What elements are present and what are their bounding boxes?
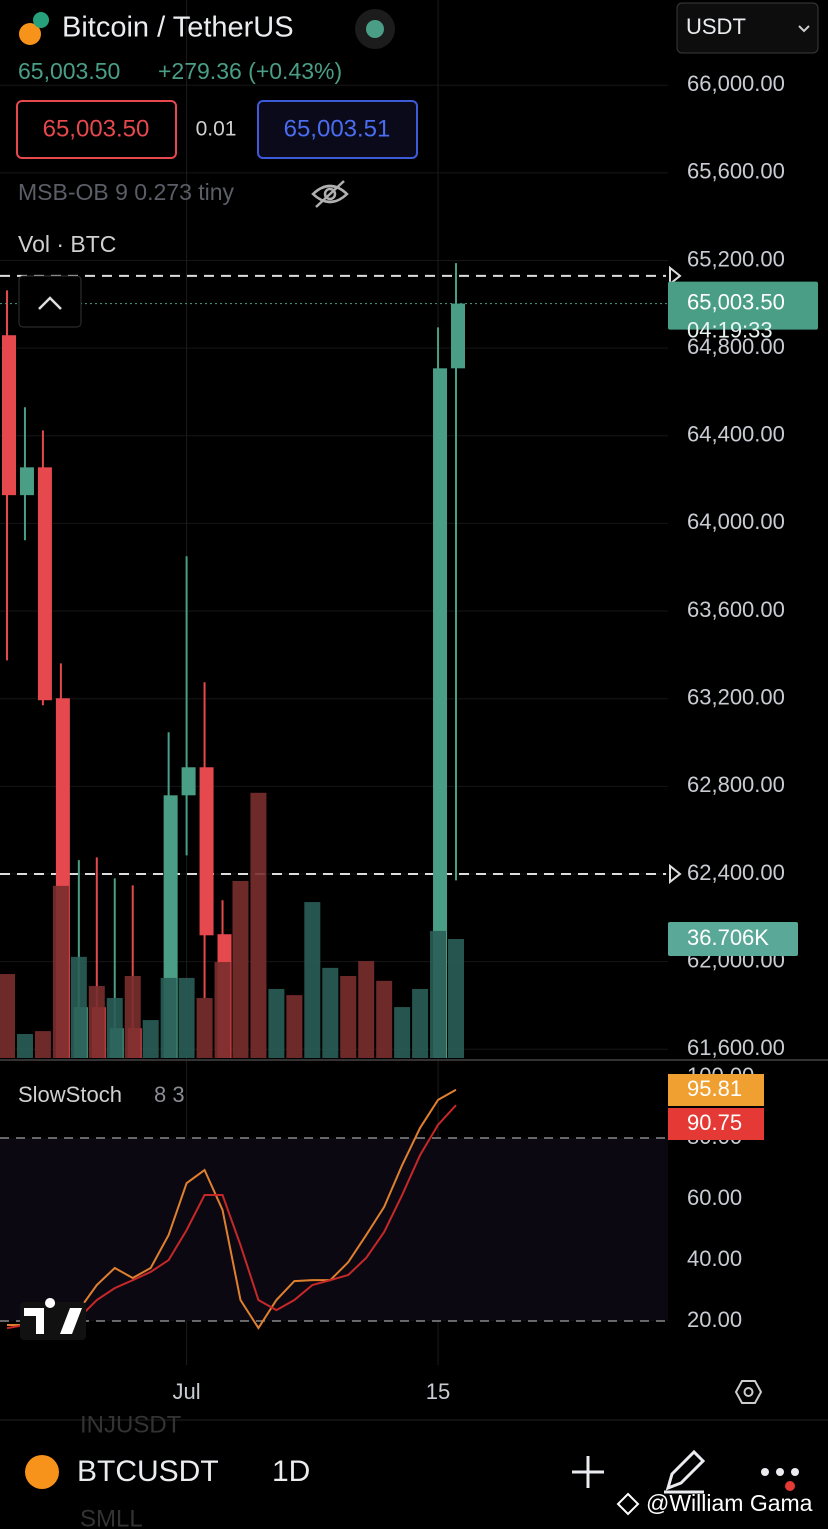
quote-text: USDT: [686, 14, 746, 39]
candle-body: [181, 767, 196, 796]
volume-bar: [232, 880, 249, 1058]
tv-logo: [20, 1298, 86, 1340]
candle-body: [2, 335, 16, 496]
spread: 0.01: [196, 118, 237, 141]
dropdown-arrow: [798, 25, 810, 33]
y-tick-label: 64,000.00: [687, 509, 785, 534]
volume-bar: [106, 998, 123, 1058]
y-tick-label: 60.00: [687, 1185, 742, 1210]
volume-bar: [178, 977, 195, 1058]
volume-bar: [196, 998, 213, 1058]
volume-bar: [88, 986, 105, 1058]
volume-bar: [70, 956, 87, 1058]
volume-bar: [412, 988, 429, 1058]
volume-bar: [142, 1020, 159, 1058]
volume-bar: [448, 938, 464, 1058]
notification-dot: [785, 1481, 795, 1491]
footer-btc-icon: [25, 1455, 59, 1489]
add-icon[interactable]: [572, 1456, 604, 1488]
list-item-above: INJUSDT: [80, 1411, 182, 1438]
volume-last-label: 36.706K: [687, 925, 769, 950]
stoch-title: SlowStoch: [18, 1082, 122, 1107]
watermark: @William Gama: [646, 1490, 813, 1516]
footer-symbol[interactable]: BTCUSDT: [77, 1455, 219, 1488]
volume-bar: [394, 1007, 411, 1058]
volume-bar: [0, 974, 15, 1058]
volume-bar: [322, 967, 339, 1058]
volume-bar: [268, 988, 285, 1058]
volume-bar: [286, 995, 303, 1058]
y-tick-label: 20.00: [687, 1307, 742, 1332]
volume-bar: [376, 980, 393, 1058]
last-price-badge: [668, 281, 818, 330]
x-tick-label: 15: [426, 1379, 450, 1404]
list-item-below: SMLL: [80, 1505, 143, 1529]
ask-price: 65,003.51: [284, 115, 391, 142]
y-tick-label: 63,200.00: [687, 685, 785, 710]
more-icon[interactable]: [761, 1468, 799, 1476]
symbol-title[interactable]: Bitcoin / TetherUS: [62, 12, 294, 44]
y-tick-label: 62,800.00: [687, 772, 785, 797]
volume-badge: [668, 921, 798, 956]
collapse-icon: [38, 296, 62, 310]
stoch-badge: [668, 1108, 764, 1140]
volume-bar: [124, 975, 141, 1058]
stoch-last-label: 90.75: [687, 1110, 742, 1135]
btc-icon: [19, 23, 41, 45]
stoch-params: 8 3: [154, 1082, 185, 1107]
y-tick-label: 63,600.00: [687, 597, 785, 622]
volume-bar: [358, 961, 375, 1058]
y-tick-label: 62,400.00: [687, 860, 785, 885]
y-tick-label: 65,600.00: [687, 159, 785, 184]
x-tick-label: Jul: [173, 1379, 201, 1404]
volume-label: Vol · BTC: [18, 231, 116, 257]
stoch-last-label: 95.81: [687, 1076, 742, 1101]
volume-bar: [340, 975, 357, 1058]
watermark-icon: [616, 1492, 640, 1516]
candle-body: [19, 467, 34, 496]
y-tick-label: 64,400.00: [687, 422, 785, 447]
volume-bar: [304, 902, 321, 1058]
volume-bar: [250, 792, 267, 1058]
y-tick-label: 61,600.00: [687, 1035, 785, 1060]
volume-bar: [52, 885, 69, 1058]
y-tick-label: 40.00: [687, 1246, 742, 1271]
candle-body: [199, 767, 214, 936]
alert-marker: [669, 863, 682, 885]
stoch-badge: [668, 1074, 764, 1106]
candle-body: [451, 303, 465, 369]
countdown: 04:19:33: [687, 317, 773, 342]
volume-bar: [160, 977, 177, 1058]
settings-icon[interactable]: [734, 1380, 763, 1404]
plot-layer: 66,000.00 65,600.00 65,200.00 64,800.00 64,4…: [0, 0, 828, 1404]
last-price: 65,003.50: [18, 58, 120, 84]
volume-bar: [430, 930, 447, 1058]
quote-select[interactable]: [676, 2, 819, 54]
last-price-label: 65,003.50: [687, 289, 785, 314]
settings-icon-center: [743, 1387, 754, 1397]
bid-price: 65,003.50: [43, 115, 150, 142]
collapse-button[interactable]: [18, 275, 82, 328]
indicator-label: MSB-OB 9 0.273 tiny: [18, 179, 235, 205]
sell-button[interactable]: [16, 100, 177, 159]
usdt-icon: [33, 12, 49, 28]
y-tick-label: 66,000.00: [687, 71, 785, 96]
candle-body: [37, 467, 52, 701]
candle-body: [433, 368, 448, 1058]
volume-bar: [16, 1034, 33, 1058]
status-dot: [366, 20, 384, 38]
volume-bar: [34, 1031, 51, 1058]
volume-bar: [214, 962, 231, 1058]
buy-button[interactable]: [257, 100, 418, 159]
y-tick-label: 64,800.00: [687, 334, 785, 359]
alert-marker: [669, 265, 682, 286]
y-tick-label: 65,200.00: [687, 246, 785, 271]
footer-interval[interactable]: 1D: [272, 1455, 310, 1488]
stoch-band: [0, 1137, 668, 1322]
draw-icon[interactable]: [664, 1449, 706, 1494]
hide-icon[interactable]: [311, 180, 349, 208]
price-change: +279.36 (+0.43%): [158, 58, 342, 84]
